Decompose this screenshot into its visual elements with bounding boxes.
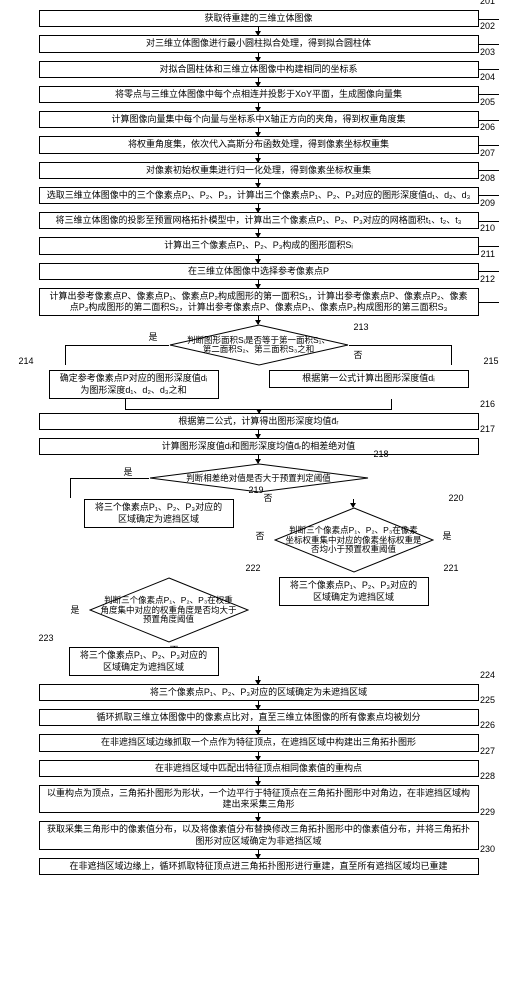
step-221: 将三个像素点P₁、P₂、P₃对应的区域确定为遮挡区域 bbox=[279, 577, 429, 606]
label-209: 209 bbox=[480, 198, 495, 208]
step-229: 获取采集三角形中的像素值分布，以及将像素值分布替换修改三角拓扑图形中的像素值分布… bbox=[39, 821, 479, 850]
step-206: 将权重角度集，依次代入高斯分布函数处理，得到像素坐标权重集 bbox=[39, 136, 479, 153]
step-228: 以重构点为顶点，三角拓扑图形为形状，一个边平行于特征顶点在三角拓扑图形中对角边，… bbox=[39, 785, 479, 814]
label-217: 217 bbox=[480, 424, 495, 434]
label-208: 208 bbox=[480, 173, 495, 183]
label-207: 207 bbox=[480, 148, 495, 158]
step-209: 将三维立体图像的投影至预置网格拓扑模型中，计算出三个像素点P₁、P₂、P₃对应的… bbox=[39, 212, 479, 229]
arrow bbox=[258, 179, 259, 187]
label-220: 220 bbox=[448, 493, 463, 503]
label-227: 227 bbox=[480, 746, 495, 756]
decision-213: 判断图形面积Sᵢ是否等于第一面积S₁、第二面积S₂、第三面积S₃之和 bbox=[169, 324, 349, 366]
step-201: 获取待重建的三维立体图像 bbox=[39, 10, 479, 27]
label-215: 215 bbox=[483, 356, 498, 366]
step-210: 计算出三个像素点P₁、P₂、P₃构成的图形面积Sᵢ bbox=[39, 237, 479, 254]
arrow bbox=[258, 229, 259, 237]
step-226: 在非遮挡区域边缘抓取一个点作为特征顶点，在遮挡区域中构建出三角拓扑图形 bbox=[39, 734, 479, 751]
label-221: 221 bbox=[443, 563, 458, 573]
step-225: 循环抓取三维立体图像中的像素点比对，直至三维立体图像的所有像素点均被划分 bbox=[39, 709, 479, 726]
arrow bbox=[258, 128, 259, 136]
yes-label: 是 bbox=[442, 529, 451, 542]
label-226: 226 bbox=[480, 720, 495, 730]
arrow bbox=[258, 204, 259, 212]
arrow bbox=[258, 103, 259, 111]
arrow bbox=[258, 430, 259, 438]
arrow bbox=[258, 78, 259, 86]
arrow bbox=[258, 53, 259, 61]
step-217: 计算图形深度值dᵢ和图形深度均值d̄ᵣ的相差绝对值 bbox=[39, 438, 479, 455]
yes-label: 是 bbox=[149, 330, 158, 343]
step-227: 在非遮挡区域中匹配出特征顶点相同像素值的重构点 bbox=[39, 760, 479, 777]
label-203: 203 bbox=[480, 47, 495, 57]
flowchart-root: 获取待重建的三维立体图像 201 对三维立体图像进行最小圆柱拟合处理，得到拟合圆… bbox=[10, 10, 507, 875]
arrow bbox=[258, 154, 259, 162]
label-230: 230 bbox=[480, 844, 495, 854]
step-215: 根据第一公式计算出图形深度值dᵢ bbox=[269, 370, 469, 387]
label-216: 216 bbox=[480, 399, 495, 409]
label-213: 213 bbox=[354, 322, 369, 332]
no-label: 否 bbox=[354, 348, 363, 361]
step-216: 根据第二公式，计算得出图形深度均值d̄ᵣ bbox=[39, 413, 479, 430]
label-219: 219 bbox=[248, 485, 263, 495]
label-229: 229 bbox=[480, 807, 495, 817]
step-204: 将零点与三维立体图像中每个点相连并投影于XoY平面，生成图像向量集 bbox=[39, 86, 479, 103]
label-206: 206 bbox=[480, 122, 495, 132]
arrow bbox=[258, 316, 259, 324]
step-214: 确定参考像素点P对应的图形深度值dᵢ为图形深度d₁、d₂、d₃之和 bbox=[49, 370, 219, 399]
step-202: 对三维立体图像进行最小圆柱拟合处理，得到拟合圆柱体 bbox=[39, 35, 479, 52]
label-214: 214 bbox=[19, 356, 34, 366]
yes-label: 是 bbox=[124, 465, 133, 478]
label-224: 224 bbox=[480, 670, 495, 680]
arrow bbox=[258, 676, 259, 684]
label-202: 202 bbox=[480, 21, 495, 31]
step-207: 对像素初始权重集进行归一化处理，得到像素坐标权重集 bbox=[39, 162, 479, 179]
decision-222: 判断三个像素点P₁、P₂、P₃在权重角度集中对应的权重角度是否均大于预置角度阈值 bbox=[89, 577, 249, 643]
step-212: 计算出参考像素点P、像素点P₁、像素点P₂构成图形的第一面积S₁，计算出参考像素… bbox=[39, 288, 479, 317]
label-222: 222 bbox=[245, 563, 260, 573]
decision-220: 判断三个像素点P₁、P₂、P₃在像素坐标权重集中对应的像素坐标权重是否均小于预置… bbox=[274, 507, 434, 573]
step-203: 对拟合圆柱体和三维立体图像中构建相同的坐标系 bbox=[39, 61, 479, 78]
label-212: 212 bbox=[480, 274, 495, 284]
yes-label: 是 bbox=[71, 603, 80, 616]
step-224: 将三个像素点P₁、P₂、P₃对应的区域确定为未遮挡区域 bbox=[39, 684, 479, 701]
label-218: 218 bbox=[374, 449, 389, 459]
label-225: 225 bbox=[480, 695, 495, 705]
step-208: 选取三维立体图像中的三个像素点P₁、P₂、P₃，计算出三个像素点P₁、P₂、P₃… bbox=[39, 187, 479, 204]
label-210: 210 bbox=[480, 223, 495, 233]
label-201: 201 bbox=[480, 0, 495, 6]
step-230: 在非遮挡区域边缘上，循环抓取特征顶点进三角拓扑图形进行重建，直至所有遮挡区域均已… bbox=[39, 858, 479, 875]
label-204: 204 bbox=[480, 72, 495, 82]
arrow bbox=[258, 280, 259, 288]
label-211: 211 bbox=[481, 249, 495, 259]
label-205: 205 bbox=[480, 97, 495, 107]
arrow bbox=[258, 255, 259, 263]
step-223: 将三个像素点P₁、P₂、P₃对应的区域确定为遮挡区域 bbox=[69, 647, 219, 676]
step-205: 计算图像向量集中每个向量与坐标系中X轴正方向的夹角，得到权重角度集 bbox=[39, 111, 479, 128]
no-label: 否 bbox=[256, 529, 265, 542]
arrow bbox=[258, 27, 259, 35]
label-228: 228 bbox=[480, 771, 495, 781]
label-223: 223 bbox=[39, 633, 54, 643]
step-219: 将三个像素点P₁、P₂、P₃对应的区域确定为遮挡区域 bbox=[84, 499, 234, 528]
step-211: 在三维立体图像中选择参考像素点P bbox=[39, 263, 479, 280]
arrow bbox=[258, 455, 259, 463]
